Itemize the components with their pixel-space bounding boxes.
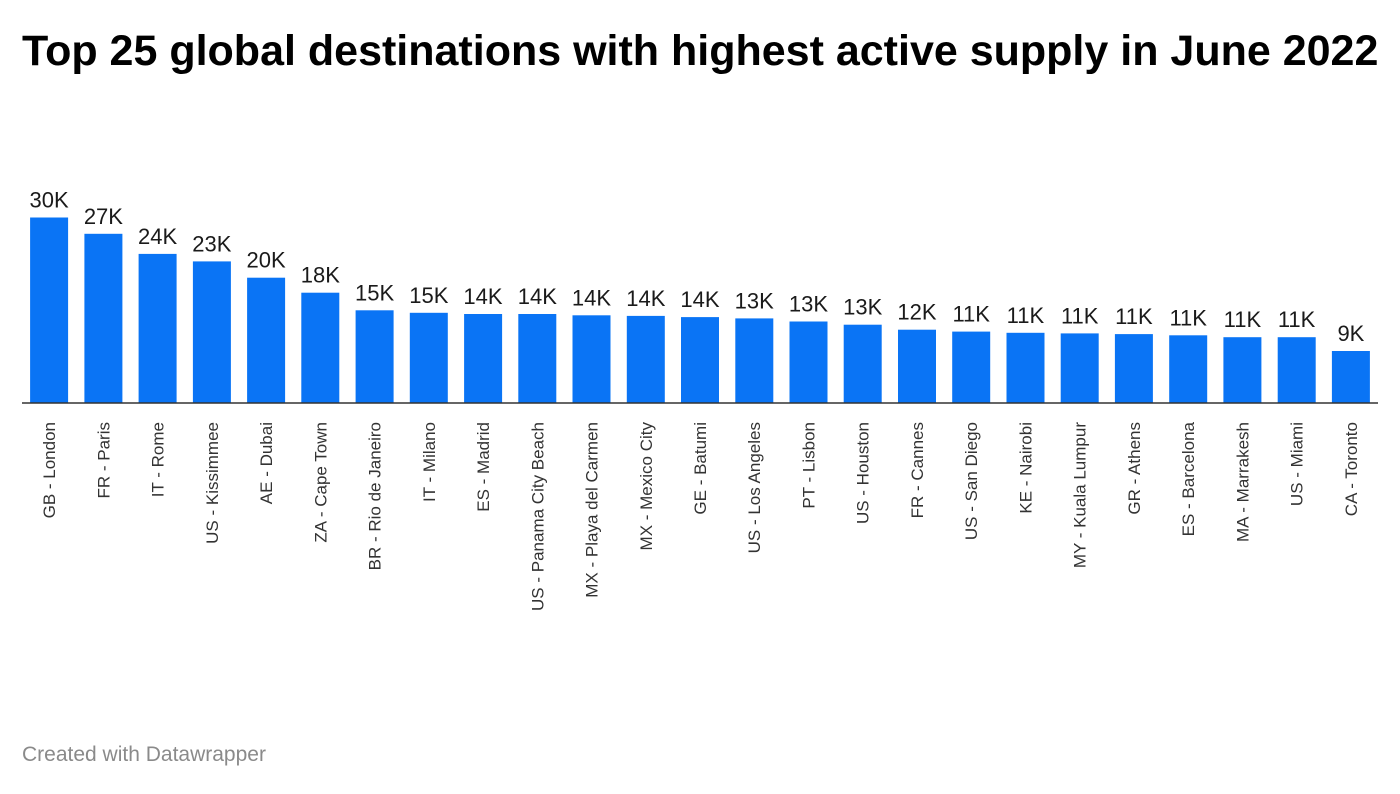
bar xyxy=(1331,351,1370,403)
bar xyxy=(1060,333,1099,403)
category-label: MX - Mexico City xyxy=(637,422,656,551)
category-label: US - Panama City Beach xyxy=(528,422,547,611)
category-label: GB - London xyxy=(40,422,59,518)
bar-value-label: 14K xyxy=(463,284,502,309)
bars-group xyxy=(30,217,1370,403)
chart-title: Top 25 global destinations with highest … xyxy=(22,27,1379,75)
category-label: MX - Playa del Carmen xyxy=(583,422,602,598)
bar xyxy=(789,321,828,403)
category-label: US - Kissimmee xyxy=(203,422,222,544)
category-label: AE - Dubai xyxy=(257,422,276,504)
bar xyxy=(464,314,503,403)
bar xyxy=(355,310,394,403)
bar xyxy=(138,253,177,403)
category-label: IT - Milano xyxy=(420,422,439,502)
footer-credit: Created with Datawrapper xyxy=(22,743,266,766)
bar-value-label: 15K xyxy=(409,283,448,308)
bar-value-label: 13K xyxy=(843,295,882,320)
category-label: US - Houston xyxy=(854,422,873,524)
bar xyxy=(1169,335,1208,403)
bar-value-label: 14K xyxy=(626,286,665,311)
category-label: ES - Madrid xyxy=(474,422,493,512)
bar xyxy=(1277,337,1316,403)
category-label: MA - Marrakesh xyxy=(1233,422,1252,542)
category-label: FR - Paris xyxy=(94,422,113,499)
bar-value-label: 14K xyxy=(518,284,557,309)
bar-value-label: 23K xyxy=(192,231,231,256)
bar xyxy=(952,331,991,403)
bar-value-label: 24K xyxy=(138,224,177,249)
category-label: MY - Kuala Lumpur xyxy=(1071,422,1090,568)
bar xyxy=(843,324,882,403)
category-label: GE - Batumi xyxy=(691,422,710,515)
category-label: ZA - Cape Town xyxy=(311,422,330,543)
bar xyxy=(84,233,123,403)
bar-value-label: 11K xyxy=(1169,305,1207,330)
category-label: ES - Barcelona xyxy=(1179,421,1198,536)
bar-value-label: 20K xyxy=(247,248,286,273)
bar xyxy=(681,317,719,403)
bar xyxy=(735,318,774,403)
bar xyxy=(1223,337,1262,403)
bar xyxy=(247,277,286,403)
category-label: US - San Diego xyxy=(962,422,981,540)
category-labels-group: GB - London FR - Paris IT - Rome US - Kissi… xyxy=(40,421,1361,611)
bar-value-label: 13K xyxy=(735,288,774,313)
bar xyxy=(192,261,231,403)
bar-value-label: 11K xyxy=(1007,303,1045,328)
bar-value-label: 11K xyxy=(1115,304,1153,329)
bar-value-label: 11K xyxy=(1061,303,1099,328)
bar xyxy=(409,312,448,403)
bar-value-label: 14K xyxy=(572,285,611,310)
bar-value-label: 11K xyxy=(952,302,990,327)
bar-value-label: 18K xyxy=(301,263,340,288)
bar xyxy=(1006,332,1045,403)
category-label: KE - Nairobi xyxy=(1016,422,1035,514)
bar-value-label: 27K xyxy=(84,204,123,229)
category-label: US - Miami xyxy=(1288,422,1307,506)
bar xyxy=(898,329,936,403)
category-label: FR - Cannes xyxy=(908,422,927,518)
bar-value-label: 11K xyxy=(1278,307,1316,332)
bar xyxy=(518,314,557,403)
bar xyxy=(1114,334,1153,403)
bar xyxy=(30,217,69,403)
bar-value-label: 30K xyxy=(30,188,69,213)
bar-value-label: 11K xyxy=(1224,307,1262,332)
category-label: GR - Athens xyxy=(1125,422,1144,515)
bar-value-label: 13K xyxy=(789,292,828,317)
bar-value-label: 14K xyxy=(680,287,719,312)
bar xyxy=(626,315,665,403)
category-label: US - Los Angeles xyxy=(745,422,764,553)
category-label: BR - Rio de Janeiro xyxy=(366,422,385,570)
category-label: PT - Lisbon xyxy=(800,422,819,509)
value-labels-group: 30K 27K 24K 23K 20K 18K 15K 15K 14K 14K 14K 14K 14K 1… xyxy=(30,188,1365,347)
bar-value-label: 9K xyxy=(1337,321,1364,346)
category-label: CA - Toronto xyxy=(1342,422,1361,516)
bar-value-label: 12K xyxy=(897,300,936,325)
category-label: IT - Rome xyxy=(149,422,168,497)
bar-value-label: 15K xyxy=(355,280,394,305)
bar xyxy=(301,292,340,403)
bar xyxy=(572,315,611,403)
